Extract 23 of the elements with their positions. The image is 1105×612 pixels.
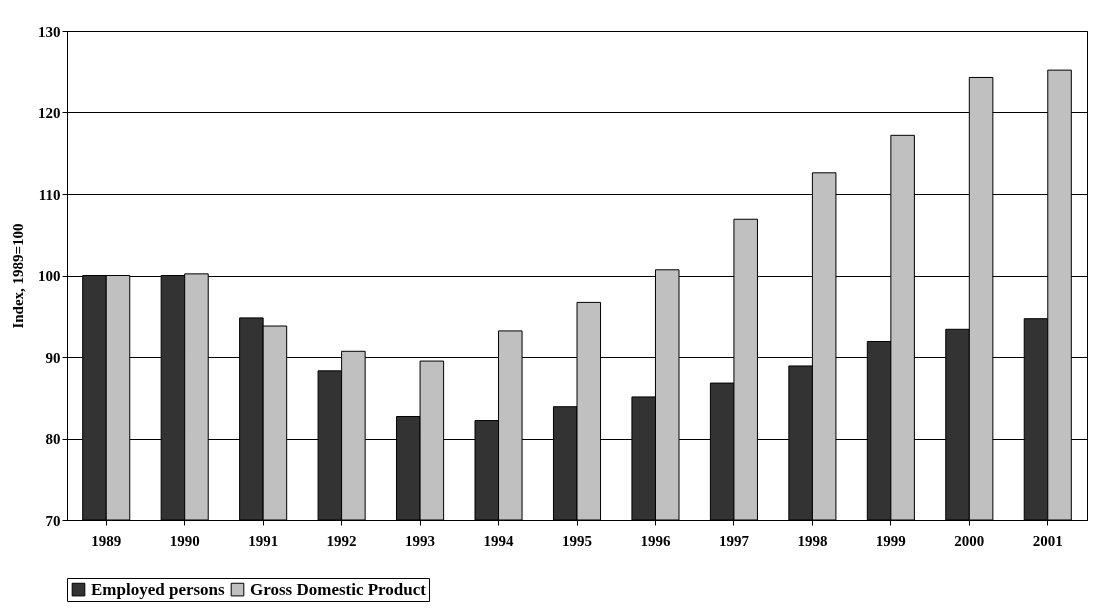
y-axis-title: Index, 1989=100	[10, 223, 26, 329]
x-tick-label: 1992	[326, 532, 357, 549]
y-tick-label: 80	[45, 431, 61, 447]
legend-label: Gross Domestic Product	[250, 579, 427, 599]
legend-label: Employed persons	[91, 579, 226, 599]
y-tick-label: 120	[38, 105, 61, 121]
x-tick-label: 2001	[1032, 532, 1063, 549]
y-tick-label: 70	[45, 512, 61, 529]
y-tick-label: 130	[38, 23, 61, 40]
x-tick-label: 1995	[562, 532, 592, 549]
x-tick-label: 1989	[91, 532, 122, 549]
x-tick-label: 1990	[169, 532, 200, 549]
x-tick-label: 1997	[718, 532, 750, 549]
x-tick-label: 1993	[405, 532, 436, 549]
x-tick-label: 1998	[797, 532, 828, 549]
x-tick-label: 1996	[640, 532, 671, 549]
y-tick-label: 100	[38, 268, 61, 284]
x-tick-label: 2000	[954, 532, 985, 549]
y-tick-label: 110	[38, 186, 61, 203]
x-tick-label: 1999	[875, 532, 906, 549]
x-tick-label: 1994	[483, 532, 515, 549]
y-tick-label: 90	[45, 349, 61, 366]
x-tick-label: 1991	[248, 532, 279, 549]
